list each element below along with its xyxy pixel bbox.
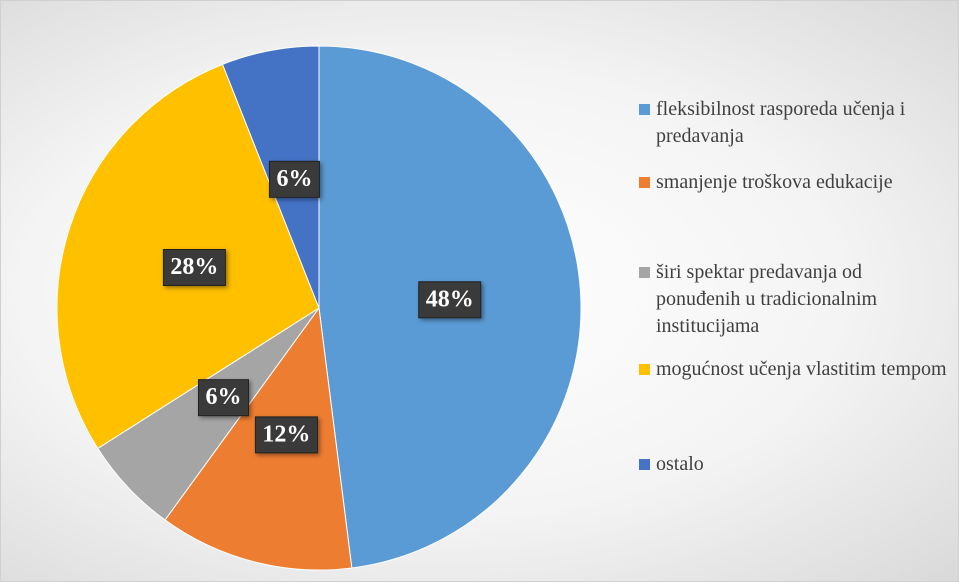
data-label-box xyxy=(268,160,320,198)
data-label-box xyxy=(254,416,318,454)
legend-swatch xyxy=(639,459,650,470)
legend-label: širi spektar predavanja od ponuđenih u t… xyxy=(656,261,878,337)
legend-label: smanjenje troškova edukacije xyxy=(656,171,893,193)
legend-label: ostalo xyxy=(656,453,704,475)
legend-label: mogućnost učenja vlastitim tempom xyxy=(656,358,947,380)
data-label: 12% xyxy=(254,416,318,454)
legend-swatch xyxy=(639,364,650,375)
legend-item: smanjenje troškova edukacije xyxy=(639,169,951,196)
data-label-text: 48% xyxy=(426,286,474,312)
legend-swatch xyxy=(639,267,650,278)
data-label-text: 6% xyxy=(206,384,242,410)
data-label: 6% xyxy=(268,160,320,198)
data-label-text: 12% xyxy=(262,421,310,447)
data-label: 28% xyxy=(162,249,226,287)
legend-swatch xyxy=(639,177,650,188)
legend-item: ostalo xyxy=(639,451,951,478)
legend-item: fleksibilnost rasporeda učenja i predava… xyxy=(639,96,951,150)
legend-item: širi spektar predavanja od ponuđenih u t… xyxy=(639,259,951,340)
data-label: 48% xyxy=(418,281,482,319)
legend-item: mogućnost učenja vlastitim tempom xyxy=(639,356,951,383)
legend-swatch xyxy=(639,104,650,115)
data-label-box xyxy=(198,379,250,417)
data-label-box xyxy=(162,249,226,287)
data-label: 6% xyxy=(198,379,250,417)
data-label-text: 28% xyxy=(170,254,218,280)
legend-label: fleksibilnost rasporeda učenja i predava… xyxy=(656,98,906,147)
data-label-text: 6% xyxy=(276,166,312,192)
data-label-box xyxy=(418,281,482,319)
